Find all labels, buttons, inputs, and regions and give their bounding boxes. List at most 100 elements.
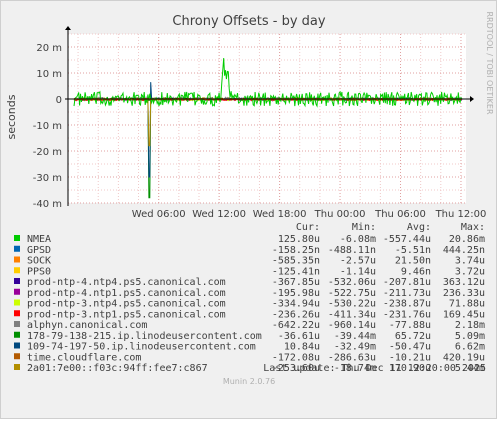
- legend-swatch: [14, 288, 20, 295]
- legend-swatch: [14, 353, 20, 360]
- legend-value: 10.84u: [284, 342, 320, 353]
- legend-series-name: prod-ntp-3.ntp4.ps5.canonical.com: [27, 299, 226, 310]
- legend-value: -77.88u: [389, 320, 431, 331]
- legend-value: 420.19u: [443, 352, 485, 363]
- legend-series-name: 178-79-138-215.ip.linodeusercontent.com: [27, 331, 262, 342]
- x-tick-label: Thu 00:00: [314, 209, 366, 220]
- legend-value: 169.45u: [443, 309, 485, 320]
- legend-value: -6.08m: [340, 234, 376, 245]
- legend-value: -530.22u: [328, 299, 376, 310]
- legend-value: -207.81u: [383, 277, 431, 288]
- legend-header: Max:: [461, 222, 485, 233]
- legend-value: -172.08u: [272, 352, 320, 363]
- legend-swatch: [14, 267, 20, 274]
- legend-value: 5.44m: [455, 363, 485, 374]
- legend-series-name: SOCK: [27, 256, 51, 267]
- y-tick-label: -40 m: [33, 199, 62, 210]
- legend-series-name: prod-ntp-4.ntp4.ps5.canonical.com: [27, 277, 226, 288]
- legend-value: -488.11n: [328, 245, 376, 256]
- legend-swatch: [14, 235, 20, 241]
- y-tick-label: -10 m: [33, 121, 62, 132]
- legend-value: -2.57u: [340, 256, 376, 267]
- legend-header: Min:: [352, 222, 376, 233]
- legend-value: -367.85u: [272, 277, 320, 288]
- x-axis-arrow: [470, 96, 474, 102]
- y-axis-label: seconds: [5, 94, 18, 139]
- axis-ticks: 20 m 10 m 0 -10 m -20 m -30 m -40 m Wed 06:00 We…: [33, 43, 487, 220]
- y-axis-arrow: [65, 26, 71, 30]
- legend-value: -960.14u: [328, 320, 376, 331]
- legend-value: 5.09m: [455, 331, 485, 342]
- legend-value: -334.94u: [272, 299, 320, 310]
- legend-series-name: GPSD: [27, 245, 51, 256]
- legend-value: 363.12u: [443, 277, 485, 288]
- legend-series-name: NMEA: [27, 234, 51, 245]
- legend-value: -253.60u: [272, 363, 320, 374]
- last-update-text: Last update: Thu Dec 11 12:20:00 2025: [263, 363, 486, 374]
- chart-title: Chrony Offsets - by day: [172, 14, 325, 29]
- x-tick-label: Wed 06:00: [132, 209, 186, 220]
- y-tick-label: 0: [56, 95, 62, 106]
- legend-value: 9.46n: [401, 266, 431, 277]
- legend-swatch: [14, 278, 20, 284]
- legend-value: 236.33u: [443, 288, 485, 299]
- legend: Cur: Min: Avg: Max: NMEA 125.80u -6.08m -557.44…: [14, 222, 485, 374]
- legend-swatch: [14, 331, 20, 338]
- plot-area: [68, 34, 466, 203]
- legend-value: -238.87u: [383, 299, 431, 310]
- legend-value: 20.86m: [449, 234, 485, 245]
- legend-header: Avg:: [407, 222, 431, 233]
- legend-series-name: prod-ntp-4.ntp1.ps5.canonical.com: [27, 288, 226, 299]
- legend-value: -158.25n: [272, 245, 320, 256]
- legend-series-name: PPS0: [27, 266, 51, 277]
- munin-version: Munin 2.0.76: [223, 377, 275, 386]
- legend-swatch: [14, 342, 20, 349]
- x-tick-label: Thu 12:00: [435, 209, 487, 220]
- legend-value: -411.34u: [328, 309, 376, 320]
- legend-swatch: [14, 299, 20, 306]
- legend-value: 65.72u: [395, 331, 431, 342]
- legend-value: -286.63u: [328, 352, 376, 363]
- legend-value: 2.18m: [455, 320, 485, 331]
- legend-value: -125.41n: [272, 266, 320, 277]
- legend-value: 6.62m: [455, 342, 485, 353]
- legend-value: 3.74u: [455, 256, 485, 267]
- legend-value: -5.51n: [395, 245, 431, 256]
- x-tick-label: Wed 18:00: [253, 209, 307, 220]
- legend-value: -557.44u: [383, 234, 431, 245]
- legend-swatch: [14, 364, 20, 370]
- legend-value: -231.76u: [383, 309, 431, 320]
- axes: [65, 26, 474, 206]
- legend-value: -522.75u: [328, 288, 376, 299]
- legend-series-name: prod-ntp-3.ntp1.ps5.canonical.com: [27, 309, 226, 320]
- legend-value: -642.22u: [272, 320, 320, 331]
- legend-swatch: [14, 245, 20, 252]
- legend-value: -39.44m: [334, 331, 376, 342]
- legend-value: -18.74m: [334, 363, 376, 374]
- legend-value: -195.98u: [272, 288, 320, 299]
- y-tick-label: -20 m: [33, 147, 62, 158]
- x-tick-label: Thu 06:00: [374, 209, 426, 220]
- rrdtool-side-label: RRDTOOL / TOBI OETIKER: [485, 11, 494, 114]
- legend-value: -585.35n: [272, 256, 320, 267]
- legend-series-name: 109-74-197-50.ip.linodeusercontent.com: [27, 342, 256, 353]
- legend-value: -1.14u: [340, 266, 376, 277]
- legend-value: 3.72u: [455, 266, 485, 277]
- legend-header: Cur:: [296, 222, 320, 233]
- legend-value: 125.80u: [278, 234, 320, 245]
- legend-value: 444.25n: [443, 245, 485, 256]
- legend-series-name: time.cloudflare.com: [27, 352, 141, 363]
- x-tick-label: Wed 12:00: [192, 209, 246, 220]
- legend-value: 170.90u: [389, 363, 431, 374]
- legend-value: -50.47u: [389, 342, 431, 353]
- legend-value: -211.73u: [383, 288, 431, 299]
- legend-swatch: [14, 321, 20, 327]
- legend-value: -532.06u: [328, 277, 376, 288]
- legend-value: 21.50n: [395, 256, 431, 267]
- series-line-0: [73, 58, 463, 108]
- legend-series-name: alphyn.canonical.com: [27, 320, 147, 331]
- y-tick-label: 10 m: [36, 69, 62, 80]
- legend-series-name: 2a01:7e00::f03c:94ff:fee7:c867: [27, 363, 208, 374]
